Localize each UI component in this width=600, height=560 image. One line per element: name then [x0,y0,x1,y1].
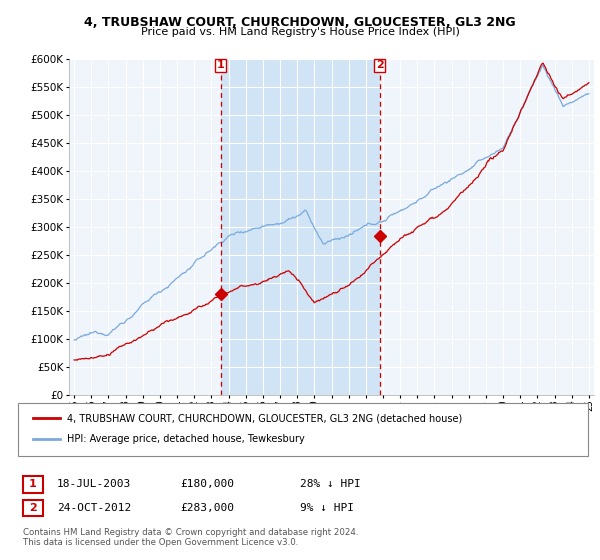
Text: 2: 2 [376,60,383,71]
Text: 4, TRUBSHAW COURT, CHURCHDOWN, GLOUCESTER, GL3 2NG: 4, TRUBSHAW COURT, CHURCHDOWN, GLOUCESTE… [84,16,516,29]
Text: £283,000: £283,000 [180,503,234,513]
Text: 1: 1 [29,479,37,489]
Text: 9% ↓ HPI: 9% ↓ HPI [300,503,354,513]
Text: 28% ↓ HPI: 28% ↓ HPI [300,479,361,489]
Text: £180,000: £180,000 [180,479,234,489]
Text: 18-JUL-2003: 18-JUL-2003 [57,479,131,489]
Text: Contains HM Land Registry data © Crown copyright and database right 2024.
This d: Contains HM Land Registry data © Crown c… [23,528,358,547]
Text: 2: 2 [29,503,37,513]
Text: Price paid vs. HM Land Registry's House Price Index (HPI): Price paid vs. HM Land Registry's House … [140,27,460,37]
Text: HPI: Average price, detached house, Tewkesbury: HPI: Average price, detached house, Tewk… [67,435,305,445]
Text: 1: 1 [217,60,224,71]
Text: 24-OCT-2012: 24-OCT-2012 [57,503,131,513]
Text: 4, TRUBSHAW COURT, CHURCHDOWN, GLOUCESTER, GL3 2NG (detached house): 4, TRUBSHAW COURT, CHURCHDOWN, GLOUCESTE… [67,413,463,423]
Bar [221,59,380,395]
